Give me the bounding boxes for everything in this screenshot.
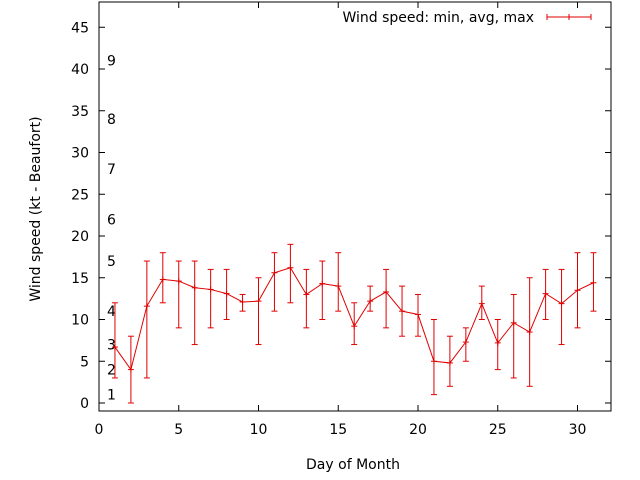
y-tick-label: 5 bbox=[80, 354, 89, 370]
x-tick-label: 20 bbox=[409, 422, 427, 438]
y-tick-label: 10 bbox=[71, 313, 89, 329]
x-tick-label: 25 bbox=[489, 422, 507, 438]
y-tick-label: 35 bbox=[71, 104, 89, 120]
y-tick-label: 0 bbox=[80, 396, 89, 412]
x-tick-label: 15 bbox=[329, 422, 347, 438]
beaufort-label: 2 bbox=[107, 363, 116, 379]
beaufort-label: 7 bbox=[107, 162, 116, 178]
beaufort-label: 9 bbox=[107, 54, 116, 70]
beaufort-label: 5 bbox=[107, 254, 116, 270]
legend-label: Wind speed: min, avg, max bbox=[342, 10, 534, 26]
x-tick-label: 0 bbox=[95, 422, 104, 438]
y-tick-label: 45 bbox=[71, 20, 89, 36]
y-tick-label: 25 bbox=[71, 187, 89, 203]
x-tick-label: 30 bbox=[569, 422, 587, 438]
x-axis-label: Day of Month bbox=[306, 457, 400, 473]
y-tick-label: 15 bbox=[71, 271, 89, 287]
plot-frame bbox=[98, 1, 612, 412]
beaufort-label: 6 bbox=[107, 212, 116, 228]
x-tick-label: 5 bbox=[174, 422, 183, 438]
y-tick-label: 30 bbox=[71, 146, 89, 162]
beaufort-label: 8 bbox=[107, 112, 116, 128]
x-tick-label: 10 bbox=[250, 422, 268, 438]
y-tick-label: 20 bbox=[71, 229, 89, 245]
y-axis-label: Wind speed (kt - Beaufort) bbox=[28, 116, 44, 301]
beaufort-label: 1 bbox=[107, 388, 116, 404]
beaufort-label: 4 bbox=[107, 304, 116, 320]
beaufort-label: 3 bbox=[107, 338, 116, 354]
y-tick-label: 40 bbox=[71, 62, 89, 78]
